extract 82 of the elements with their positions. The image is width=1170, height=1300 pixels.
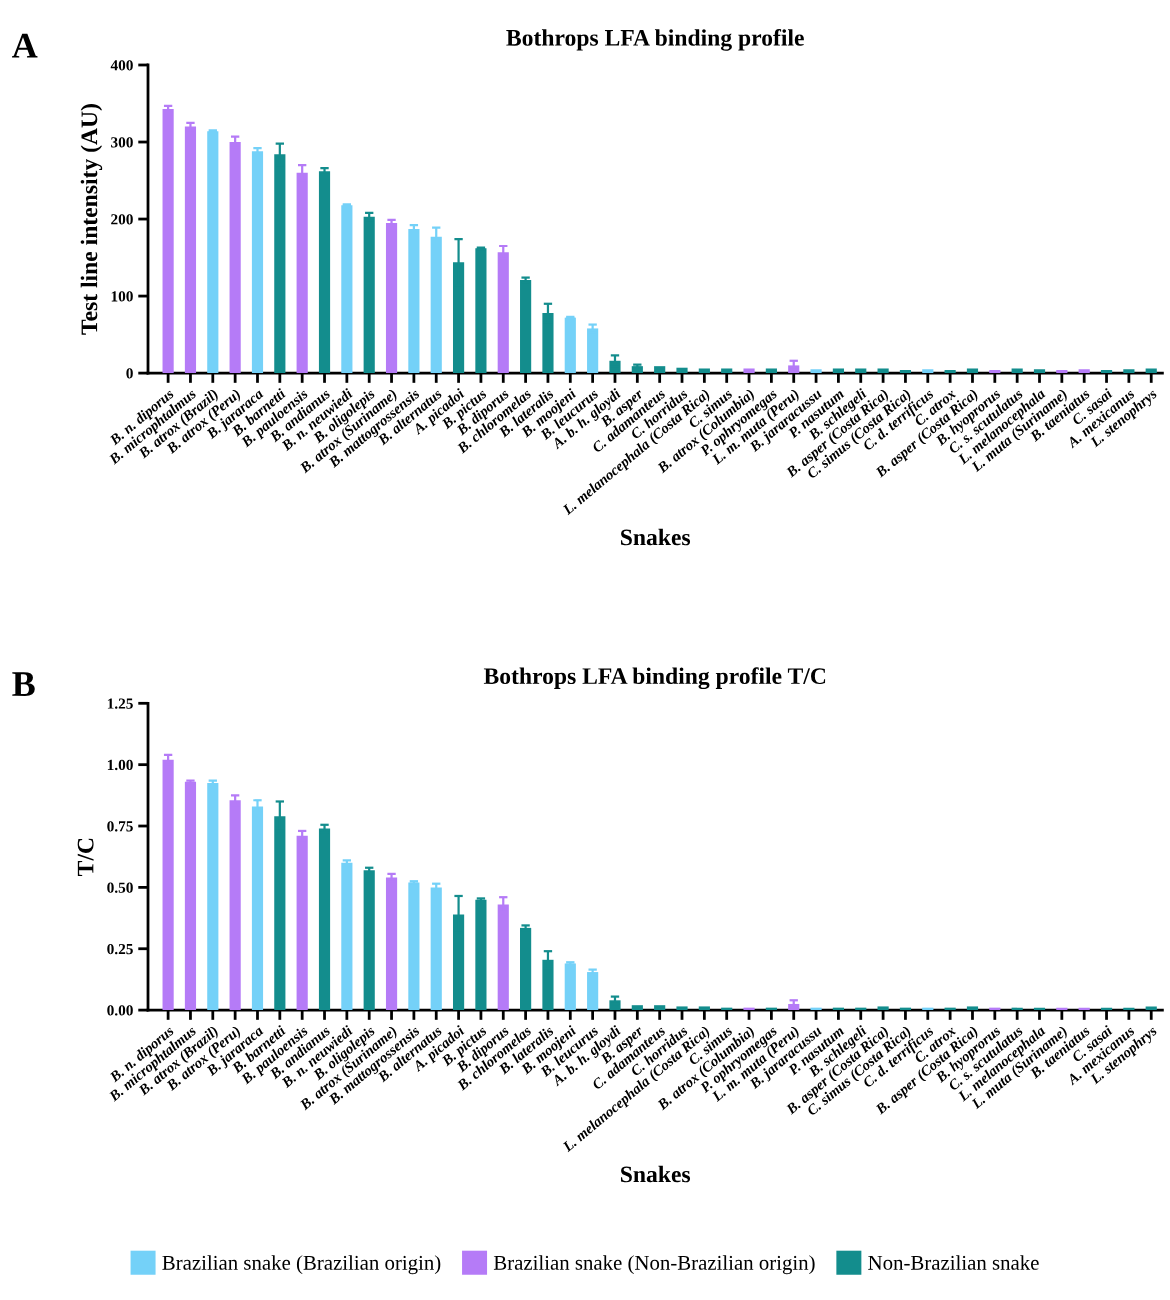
y-tick-label: 0.50	[107, 882, 133, 893]
bar	[1100, 370, 1113, 374]
chart-title: Bothrops LFA binding profile T/C	[483, 667, 826, 690]
bar	[810, 369, 822, 374]
y-axis-title: T/C	[77, 838, 94, 877]
bar	[162, 108, 174, 374]
bar	[877, 1006, 889, 1011]
bar	[251, 151, 264, 374]
bar	[520, 927, 532, 1011]
text: A	[12, 33, 38, 58]
bar	[207, 783, 219, 1011]
bar	[587, 328, 599, 374]
bar	[564, 963, 576, 1011]
bar	[698, 1006, 710, 1011]
bar	[855, 368, 867, 374]
bar	[877, 368, 889, 374]
bar	[966, 368, 979, 374]
bar	[229, 800, 241, 1011]
bar	[1033, 369, 1046, 374]
y-tick-label: 300	[111, 137, 133, 148]
bar	[475, 899, 487, 1011]
y-tick-label: 0.25	[107, 943, 133, 955]
bar	[1056, 370, 1068, 374]
bar	[363, 216, 375, 374]
text: B	[12, 672, 35, 696]
bar	[162, 759, 174, 1011]
bar	[609, 1000, 621, 1011]
bar	[609, 360, 621, 374]
bar	[341, 862, 353, 1011]
bar	[184, 126, 197, 374]
bar	[1123, 369, 1135, 374]
bar	[1011, 368, 1023, 374]
bar	[184, 781, 197, 1011]
bar	[654, 1005, 666, 1011]
bar	[430, 887, 442, 1011]
x-axis-title: Snakes	[621, 528, 691, 546]
bar	[408, 882, 420, 1011]
y-tick-label: 100	[111, 291, 133, 302]
bar	[475, 248, 487, 374]
legend-label: Non-Brazilian snake	[868, 1255, 1039, 1270]
bar	[922, 369, 934, 374]
bar	[341, 205, 353, 374]
legend-label: Brazilian snake (Non-Brazilian origin)	[493, 1255, 815, 1275]
bar	[654, 366, 666, 374]
bar	[899, 370, 912, 374]
bar	[296, 835, 308, 1011]
bar	[408, 229, 420, 374]
bar	[1145, 368, 1157, 374]
legend-label: Brazilian snake (Brazilian origin)	[162, 1255, 441, 1275]
y-tick-label: 0.00	[107, 1005, 133, 1016]
bar	[721, 368, 733, 374]
bar	[385, 222, 398, 374]
y-tick-label: 0	[126, 368, 133, 379]
bar	[318, 171, 331, 374]
bar	[229, 142, 241, 374]
bar	[832, 368, 844, 374]
bar	[765, 368, 777, 374]
bar	[989, 370, 1001, 374]
bar	[587, 972, 599, 1011]
y-tick-label: 1.25	[107, 698, 133, 709]
bar	[966, 1006, 979, 1011]
y-tick-label: 200	[111, 214, 133, 225]
bar	[676, 1006, 688, 1011]
y-axis-title: Test line intensity (AU)	[80, 104, 103, 335]
bar	[385, 877, 398, 1011]
bar	[318, 828, 331, 1011]
bar	[207, 131, 219, 374]
bar	[1078, 369, 1090, 374]
bar	[520, 279, 532, 374]
y-tick-label: 0.75	[107, 821, 133, 832]
x-axis-title: Snakes	[621, 1165, 691, 1183]
bar	[676, 367, 688, 374]
chart-title: Bothrops LFA binding profile	[506, 28, 804, 51]
y-tick-label: 1.00	[107, 759, 133, 771]
bar	[363, 870, 375, 1011]
y-tick-label: 400	[110, 60, 133, 71]
bar	[698, 368, 710, 374]
bar	[944, 370, 956, 374]
bar	[1145, 1006, 1157, 1011]
bar	[564, 317, 576, 374]
bar	[631, 1005, 643, 1011]
bar	[743, 368, 755, 374]
